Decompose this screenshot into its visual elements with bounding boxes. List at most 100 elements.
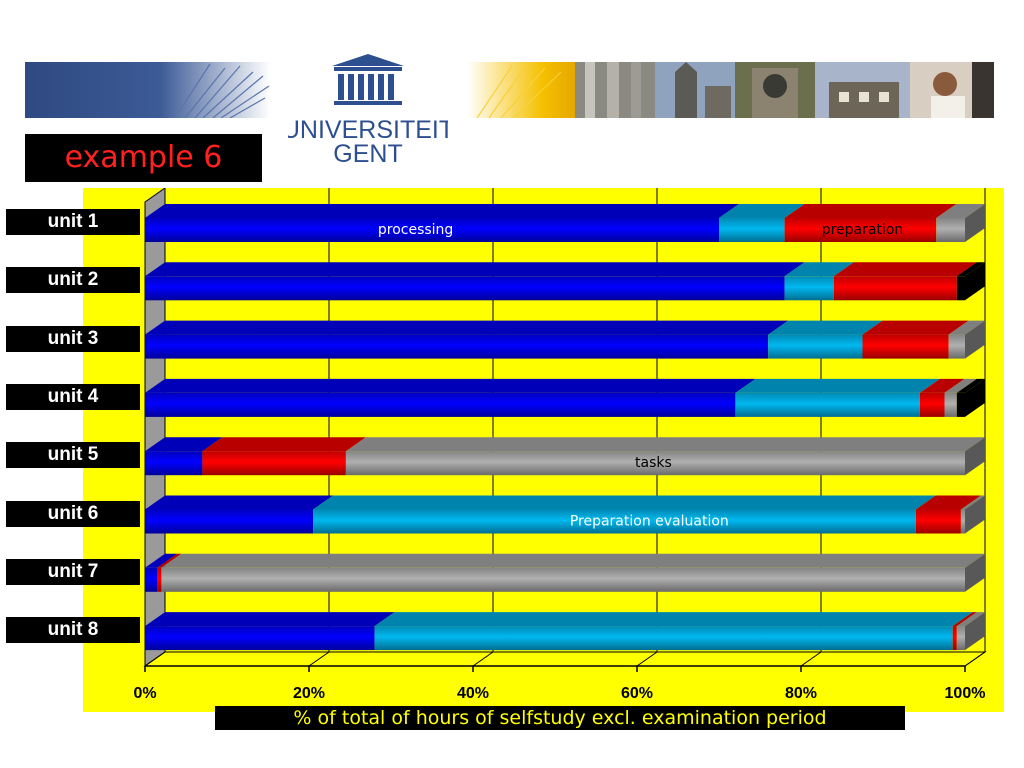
- bar-top-preparation: [919, 378, 965, 393]
- x-tick-label: 40%: [457, 685, 489, 702]
- stacked-bar-chart: 0% 20% 40% 60% 80% 100% processing preparation t…: [133, 188, 987, 702]
- bar-top-preparation: [833, 262, 977, 277]
- category-label: unit 8: [6, 617, 140, 644]
- bar-preparation-unit-8: [952, 626, 957, 651]
- university-logo: UNIVERSITEIT GENT: [288, 54, 448, 168]
- chart-left-wall: [144, 188, 166, 667]
- bar-top-tasks: [936, 204, 985, 218]
- category-label: unit 6: [6, 500, 140, 527]
- bar-preparation-unit-7: [157, 567, 162, 592]
- bar-preparation-unit-2: [833, 276, 957, 301]
- bar-top-preparation_evaluation: [374, 612, 973, 627]
- bar-tasks-unit-7: [161, 567, 965, 592]
- chart-area: 0% 20% 40% 60% 80% 100% processing preparation t…: [83, 188, 1004, 712]
- bar-processing-unit-6: [145, 509, 314, 534]
- bar-other-unit-2: [956, 276, 965, 301]
- bar-processing-unit-8: [145, 626, 375, 651]
- bar-top-processing: [145, 495, 334, 510]
- bar-annotation: processing: [378, 222, 453, 238]
- bar-preparation-unit-5: [202, 451, 346, 476]
- chart-floor: [143, 651, 987, 667]
- bar-top-tasks: [956, 612, 985, 627]
- bar-top-preparation: [202, 437, 366, 452]
- bar-top-preparation_evaluation: [784, 262, 854, 277]
- bar-tasks-unit-6: [960, 509, 965, 534]
- bar-tasks-unit-8: [956, 626, 965, 651]
- bar-tasks-unit-3: [948, 334, 965, 359]
- bar-tasks-unit-5: [345, 451, 965, 476]
- bar-end-face: [965, 553, 985, 592]
- bar-processing-unit-4: [145, 392, 736, 417]
- banner-right-image: [467, 62, 994, 118]
- category-label: unit 7: [6, 558, 140, 585]
- bar-end-face: [965, 437, 985, 476]
- bar-preparation-unit-4: [919, 392, 945, 417]
- bar-processing-unit-3: [145, 334, 769, 359]
- bar-preparation_evaluation-unit-3: [768, 334, 863, 359]
- bar-top-preparation_evaluation: [313, 495, 936, 510]
- x-tick-label: 0%: [133, 685, 156, 702]
- bar-preparation_evaluation-unit-6: [313, 509, 916, 534]
- bar-preparation_evaluation-unit-2: [784, 276, 834, 301]
- logo-text-line1: UNIVERSITEIT: [288, 116, 448, 144]
- bar-top-preparation: [952, 612, 977, 627]
- gridline-floor: [144, 651, 166, 667]
- gridline-floor: [800, 651, 822, 667]
- x-tick-label: 20%: [293, 685, 325, 702]
- bar-top-tasks: [960, 495, 985, 510]
- bar-processing-unit-5: [145, 451, 203, 476]
- bar-preparation-unit-3: [862, 334, 949, 359]
- bar-other-unit-4: [956, 392, 965, 417]
- bar-top-tasks: [161, 553, 985, 568]
- bar-top-preparation: [862, 320, 969, 335]
- bar-end-face: [965, 378, 985, 417]
- bar-tasks-unit-1: [936, 218, 965, 242]
- bar-top-processing: [145, 378, 756, 393]
- bar-top-preparation_evaluation: [768, 320, 883, 335]
- bar-top-tasks: [948, 320, 985, 335]
- bar-end-face: [965, 262, 985, 301]
- bar-top-processing: [145, 262, 805, 277]
- bar-end-face: [965, 612, 985, 651]
- bar-preparation_evaluation-unit-4: [735, 392, 920, 417]
- bar-end-face: [965, 204, 985, 242]
- bar-annotation: tasks: [635, 455, 672, 471]
- bar-tasks-unit-4: [944, 392, 957, 417]
- bar-preparation_evaluation-unit-1: [719, 218, 785, 242]
- category-label: unit 1: [6, 209, 140, 235]
- x-axis-label: % of total of hours of selfstudy excl. e…: [215, 706, 905, 730]
- bar-processing-unit-1: [145, 218, 719, 242]
- bar-top-other: [956, 378, 985, 393]
- bar-top-tasks: [944, 378, 977, 393]
- category-label: unit 2: [6, 267, 140, 294]
- bar-end-face: [965, 320, 985, 359]
- category-label: unit 3: [6, 325, 140, 352]
- bar-annotation: preparation: [822, 222, 904, 238]
- bar-top-processing: [145, 553, 178, 568]
- gridline-floor: [308, 651, 330, 667]
- bar-top-preparation: [157, 553, 182, 568]
- bar-preparation-unit-1: [784, 218, 937, 242]
- x-tick-label: 80%: [785, 685, 817, 702]
- bar-preparation_evaluation-unit-8: [374, 626, 953, 651]
- gridline-floor: [636, 651, 658, 667]
- slide-title: example 6: [25, 134, 262, 182]
- category-label: unit 4: [6, 383, 140, 410]
- bar-top-preparation_evaluation: [719, 204, 805, 218]
- logo-text-line2: GENT: [333, 140, 402, 168]
- bar-preparation-unit-6: [915, 509, 961, 534]
- bar-annotation: Preparation evaluation: [570, 514, 729, 530]
- x-tick-label: 60%: [621, 685, 653, 702]
- banner-left-image: [25, 62, 270, 118]
- bar-top-processing: [145, 437, 223, 452]
- bar-top-tasks: [345, 437, 985, 452]
- bar-top-preparation: [784, 204, 957, 218]
- bar-processing-unit-2: [145, 276, 785, 301]
- gridline-floor: [472, 651, 494, 667]
- bar-processing-unit-7: [145, 567, 158, 592]
- bar-top-preparation: [915, 495, 981, 510]
- bar-top-preparation_evaluation: [735, 378, 940, 393]
- bar-top-processing: [145, 612, 395, 627]
- bar-top-other: [956, 262, 985, 277]
- bar-top-processing: [145, 320, 789, 335]
